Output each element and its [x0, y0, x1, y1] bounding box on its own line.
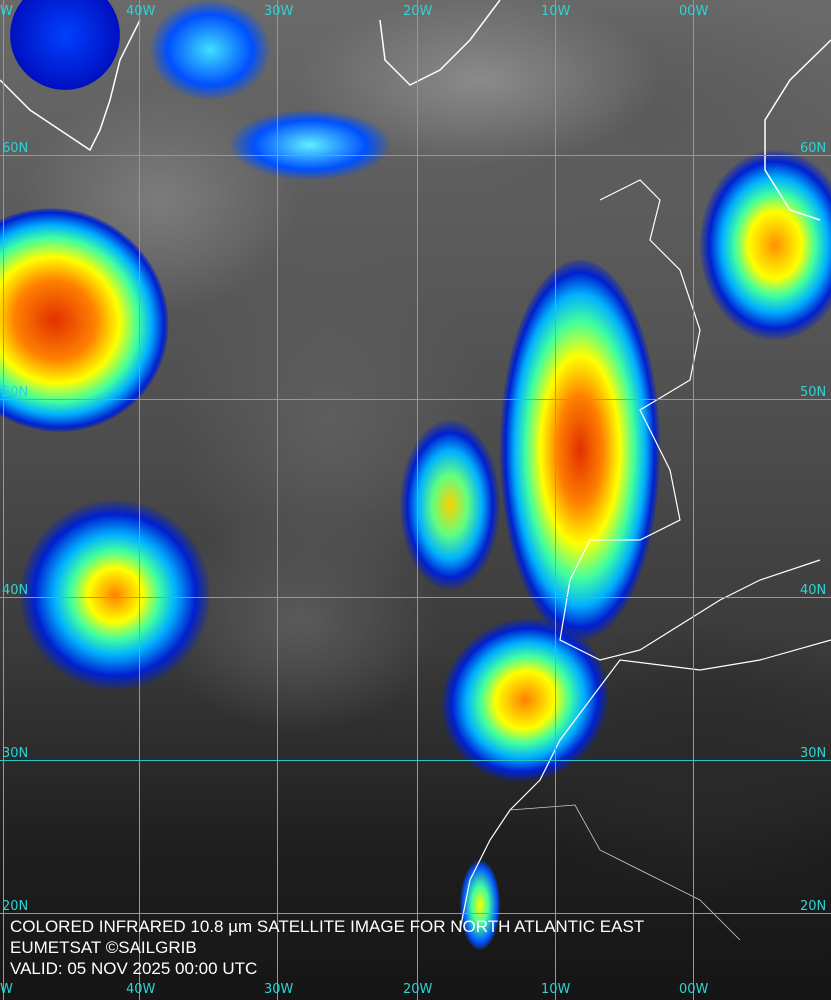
- lat-label-left: 60N: [2, 141, 29, 156]
- greenland-coast: [0, 19, 141, 152]
- parallel-60n: [0, 155, 831, 156]
- parallel-50n: [0, 399, 831, 400]
- cloud-60n: [230, 110, 390, 180]
- cloud-greenland: [10, 0, 120, 90]
- africa-coast: [459, 639, 831, 931]
- lat-label-left: 40N: [2, 583, 29, 598]
- lat-label-right: 60N: [800, 141, 827, 156]
- lon-label-top: W: [0, 4, 13, 19]
- meridian-30w: [277, 0, 278, 1000]
- lon-label-top: 40W: [126, 4, 156, 19]
- meridian-0: [693, 0, 694, 1000]
- caption-valid-time: VALID: 05 NOV 2025 00:00 UTC: [10, 959, 258, 978]
- cloud-sw: [20, 500, 210, 690]
- caption-source: EUMETSAT ©SAILGRIB: [10, 938, 197, 957]
- cloud-central: [400, 420, 500, 590]
- lon-label-bottom: 10W: [541, 982, 571, 997]
- cloud-scandinavia: [700, 150, 831, 340]
- lat-label-left: 50N: [2, 385, 29, 400]
- meridian-50w: [3, 0, 4, 1000]
- lat-label-right: 40N: [800, 583, 827, 598]
- europe-coast: [559, 179, 821, 661]
- lon-label-top: 20W: [403, 4, 433, 19]
- lat-label-left: 30N: [2, 746, 29, 761]
- iceland-coast: [379, 0, 501, 86]
- lat-label-right: 50N: [800, 385, 827, 400]
- norway-coast: [764, 39, 831, 221]
- lon-label-bottom: 20W: [403, 982, 433, 997]
- meridian-20w: [417, 0, 418, 1000]
- lon-label-bottom: W: [0, 982, 13, 997]
- meridian-40w: [139, 0, 140, 1000]
- cloud-north: [150, 0, 270, 100]
- lon-label-bottom: 00W: [679, 982, 709, 997]
- lon-label-bottom: 40W: [126, 982, 156, 997]
- parallel-40n: [0, 597, 831, 598]
- lon-label-top: 00W: [679, 4, 709, 19]
- lat-label-left: 20N: [2, 899, 29, 914]
- meridian-10w: [555, 0, 556, 1000]
- cloud-africa: [460, 860, 500, 950]
- lat-label-right: 30N: [800, 746, 827, 761]
- lon-label-top: 30W: [264, 4, 294, 19]
- parallel-20n: [0, 913, 831, 914]
- parallel-30n: [0, 760, 831, 761]
- lat-label-right: 20N: [800, 899, 827, 914]
- image-caption: COLORED INFRARED 10.8 µm SATELLITE IMAGE…: [10, 916, 644, 979]
- lon-label-top: 10W: [541, 4, 571, 19]
- caption-title: COLORED INFRARED 10.8 µm SATELLITE IMAGE…: [10, 917, 645, 936]
- lon-label-bottom: 30W: [264, 982, 294, 997]
- cloud-front: [500, 260, 660, 640]
